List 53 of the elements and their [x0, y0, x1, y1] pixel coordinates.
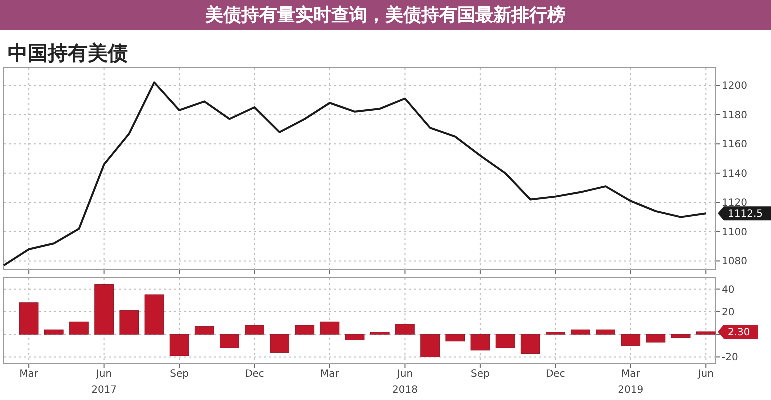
header: 美债持有量实时查询，美债持有国最新排行榜 — [0, 0, 771, 30]
bar — [44, 330, 64, 335]
bar — [295, 325, 315, 335]
bar — [270, 334, 290, 353]
x-tick-label: Mar 2019 — [618, 369, 644, 396]
bar — [220, 334, 240, 348]
bar — [446, 334, 466, 342]
bar — [646, 334, 666, 343]
x-tick-label: Mar — [320, 369, 340, 380]
bar — [94, 284, 114, 335]
line-series — [3, 82, 708, 267]
y-tick-label: 1080 — [722, 256, 748, 268]
x-tick-label: Jun — [697, 369, 714, 380]
x-tick-label: Sep — [471, 369, 490, 380]
bar — [345, 334, 365, 340]
bar — [70, 322, 89, 335]
x-tick-label: Sep — [170, 369, 189, 380]
bar — [621, 334, 641, 346]
bar — [19, 302, 39, 335]
y-tick-label: 1100 — [722, 227, 748, 238]
y-tick-label: 20 — [722, 307, 735, 318]
x-tick-label: Jun 2017 — [92, 369, 118, 396]
bar — [420, 334, 440, 358]
bar — [470, 334, 490, 351]
y-tick-label: 40 — [722, 284, 735, 296]
annotation: 2.30 — [728, 327, 750, 338]
x-tick-label: Dec — [546, 369, 566, 380]
bar — [370, 332, 390, 335]
y-tick-label: 1120 — [722, 198, 748, 210]
y-tick-label: -20 — [722, 352, 738, 364]
x-tick-label: Mar — [20, 369, 40, 380]
bar — [671, 334, 691, 338]
bar — [520, 334, 540, 354]
bar — [571, 330, 590, 335]
chart-title: 中国持有美债 — [8, 41, 128, 65]
bar — [546, 332, 566, 335]
bar — [245, 325, 264, 335]
x-tick-label: Jun 2018 — [392, 369, 418, 396]
x-tick-label: Dec — [245, 369, 264, 380]
bar — [696, 332, 716, 335]
bar — [396, 324, 415, 335]
bar — [194, 326, 214, 335]
bar — [120, 310, 140, 335]
bar — [320, 322, 340, 335]
bar — [496, 334, 516, 348]
annotation: 1112.5 — [728, 209, 763, 220]
bar — [596, 330, 616, 335]
bar — [170, 334, 190, 356]
y-tick-label: 1160 — [722, 140, 748, 151]
y-tick-label: 1180 — [722, 110, 748, 122]
y-tick-label: 1140 — [722, 168, 748, 180]
y-tick-label: 1200 — [722, 81, 748, 92]
bar — [144, 294, 164, 335]
